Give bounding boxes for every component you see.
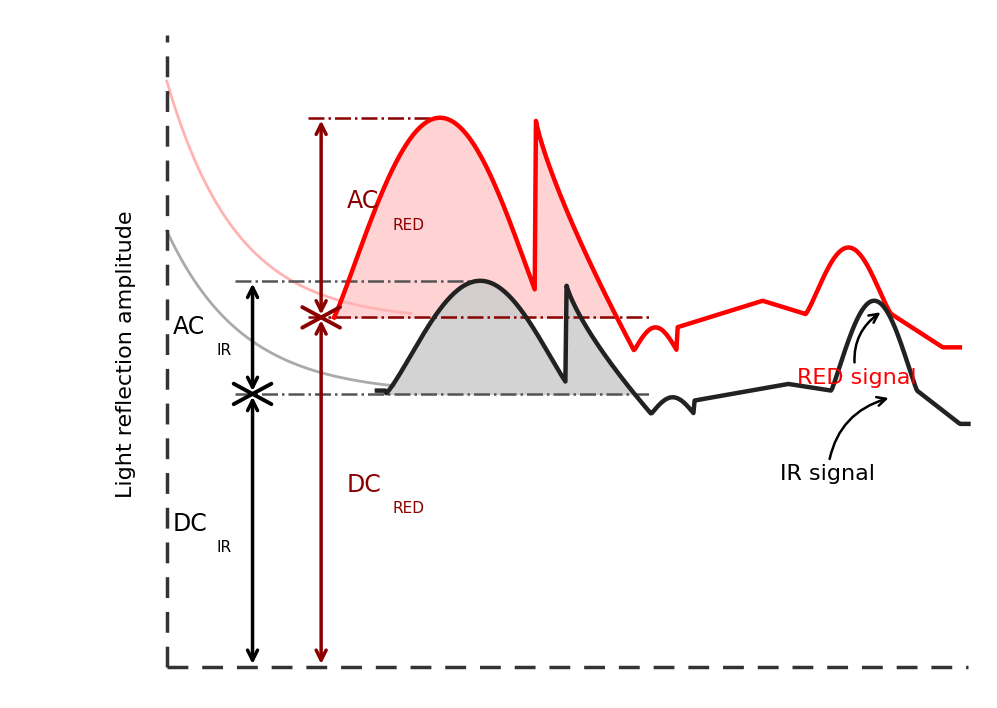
Text: DC: DC: [347, 474, 382, 498]
Text: Light reflection amplitude: Light reflection amplitude: [117, 210, 137, 498]
Text: RED: RED: [392, 501, 425, 516]
Text: AC: AC: [347, 189, 379, 213]
Text: IR signal: IR signal: [780, 397, 886, 484]
Text: RED: RED: [392, 218, 425, 233]
Text: RED signal: RED signal: [797, 314, 916, 388]
Text: IR: IR: [216, 539, 231, 554]
Text: IR: IR: [216, 343, 231, 358]
Text: DC: DC: [172, 512, 207, 536]
Text: AC: AC: [172, 315, 205, 339]
